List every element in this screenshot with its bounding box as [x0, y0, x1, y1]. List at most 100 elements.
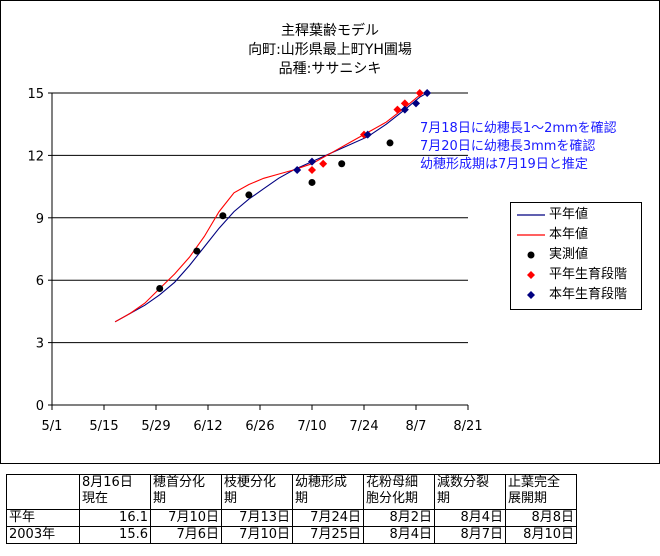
data-point — [423, 89, 432, 97]
legend-entry: 実測値 — [511, 246, 641, 264]
legend-label: 本年生育段階 — [549, 287, 628, 302]
table-header-cell: 減数分裂期 — [434, 474, 506, 510]
table-cell: 16.1 — [79, 509, 151, 527]
header-text: 期 — [295, 491, 309, 506]
y-tick-label: 9 — [36, 212, 44, 227]
legend-entry: 本年生育段階 — [511, 286, 641, 304]
header-text: 胞分化期 — [366, 491, 419, 506]
x-tick-label: 5/15 — [89, 419, 118, 434]
header-text: 穂首分化 — [153, 475, 206, 490]
annotation-line: 7月18日に幼穂長1～2mmを確認 — [420, 121, 617, 136]
table-cell: 8月8日 — [505, 509, 577, 527]
x-tick-label: 7/24 — [349, 419, 378, 434]
legend-line-blue-icon — [517, 214, 545, 216]
legend-diamond-red-icon — [527, 271, 535, 279]
data-point — [293, 165, 302, 174]
header-text: 減数分裂 — [437, 475, 490, 490]
legend: 平年値 本年値 実測値 平年生育段階 本年生育段階 — [510, 202, 642, 310]
data-point — [400, 105, 409, 114]
data-point — [193, 247, 201, 255]
table-cell: 15.6 — [79, 526, 151, 544]
table-header-cell: 幼穂形成期 — [292, 474, 364, 510]
legend-entry: 平年値 — [511, 206, 641, 224]
data-point — [308, 178, 316, 186]
legend-label: 実測値 — [549, 247, 589, 262]
table-header-cell — [6, 474, 80, 510]
series-line — [114, 92, 428, 323]
header-text: 期 — [224, 491, 238, 506]
table-cell: 8月4日 — [363, 526, 435, 544]
data-point — [156, 285, 164, 293]
legend-line-red-icon — [517, 234, 545, 236]
data-point — [363, 130, 372, 139]
data-point — [386, 139, 394, 147]
data-point — [412, 99, 420, 108]
header-text: 花粉母細 — [366, 475, 419, 490]
table-cell: 7月6日 — [150, 526, 222, 544]
header-text: 展開期 — [508, 491, 548, 506]
annotation-line: 7月20日に幼穂長3mmを確認 — [420, 139, 596, 154]
table-cell: 8月7日 — [434, 526, 506, 544]
legend-diamond-navy-icon — [527, 291, 535, 299]
table-cell: 8月2日 — [363, 509, 435, 527]
table-header-cell: 枝梗分化期 — [221, 474, 293, 510]
header-text: 止葉完全 — [508, 475, 561, 490]
y-tick-label: 0 — [36, 399, 44, 414]
data-point — [415, 89, 424, 97]
legend-label: 本年値 — [549, 227, 589, 242]
table-header-cell: 8月16日 現在 — [79, 474, 151, 510]
table-header-cell: 花粉母細 胞分化期 — [363, 474, 435, 510]
annotation-line: 幼穂形成期は7月19日と推定 — [420, 157, 588, 172]
table-header-row: 8月16日 現在 穂首分化期 枝梗分化期 幼穂形成期 花粉母細 胞分化期 減数分裂期… — [6, 474, 577, 510]
growth-stage-table: 8月16日 現在 穂首分化期 枝梗分化期 幼穂形成期 花粉母細 胞分化期 減数分裂期… — [6, 474, 577, 544]
table-row: 2003年 15.6 7月6日 7月10日 7月25日 8月4日 8月7日 8月… — [6, 526, 577, 544]
y-tick-label: 6 — [36, 274, 44, 289]
table-row-label: 2003年 — [6, 526, 80, 544]
data-point — [393, 105, 402, 114]
legend-entry: 平年生育段階 — [511, 266, 641, 284]
x-tick-label: 5/1 — [42, 419, 63, 434]
x-tick-label: 8/21 — [453, 419, 482, 434]
table-cell: 7月24日 — [292, 509, 364, 527]
chart-title-line-2: 向町:山形県最上町YH圃場 — [248, 42, 412, 58]
table-cell: 8月10日 — [505, 526, 577, 544]
data-point — [245, 191, 253, 199]
x-tick-label: 6/26 — [245, 419, 274, 434]
data-point — [308, 157, 316, 166]
legend-entry: 本年値 — [511, 226, 641, 244]
header-text: 現在 — [82, 491, 109, 506]
header-text: 期 — [153, 491, 167, 506]
data-point — [400, 99, 409, 108]
series-line — [114, 92, 424, 323]
table-cell: 7月13日 — [221, 509, 293, 527]
annotation: 7月18日に幼穂長1～2mmを確認 7月20日に幼穂長3mmを確認 幼穂形成期は… — [420, 120, 617, 174]
table-row-label: 平年 — [6, 509, 80, 527]
legend-circle-black-icon — [527, 251, 535, 259]
table-cell: 7月10日 — [150, 509, 222, 527]
y-tick-label: 12 — [27, 149, 44, 164]
table-header-cell: 穂首分化期 — [150, 474, 222, 510]
table-cell: 7月25日 — [292, 526, 364, 544]
x-tick-label: 6/12 — [193, 419, 222, 434]
table-header-cell: 止葉完全 展開期 — [505, 474, 577, 510]
data-point — [319, 159, 328, 168]
data-point — [219, 212, 227, 220]
y-tick-label: 15 — [27, 87, 44, 102]
chart-title-line-3: 品種:ササニシキ — [278, 61, 382, 77]
legend-label: 平年生育段階 — [549, 267, 628, 282]
x-tick-label: 8/7 — [406, 419, 427, 434]
y-tick-label: 3 — [36, 337, 44, 352]
chart-plot: 0 3 6 9 12 15 5/1 5/15 5/29 6/12 6/26 7/10 7/24 8/7 8/… — [27, 87, 482, 434]
header-text: 幼穂形成 — [295, 475, 348, 490]
legend-label: 平年値 — [549, 207, 589, 222]
header-text: 8月16日 — [82, 475, 133, 490]
table-cell: 8月4日 — [434, 509, 506, 527]
chart-title-line-1: 主稈葉齢モデル — [281, 23, 379, 39]
table-cell: 7月10日 — [221, 526, 293, 544]
table-row: 平年 16.1 7月10日 7月13日 7月24日 8月2日 8月4日 8月8日 — [6, 509, 577, 527]
x-tick-label: 7/10 — [297, 419, 326, 434]
header-text: 枝梗分化 — [224, 475, 277, 490]
data-point — [338, 160, 346, 168]
x-tick-label: 5/29 — [141, 419, 170, 434]
data-point — [308, 165, 316, 174]
